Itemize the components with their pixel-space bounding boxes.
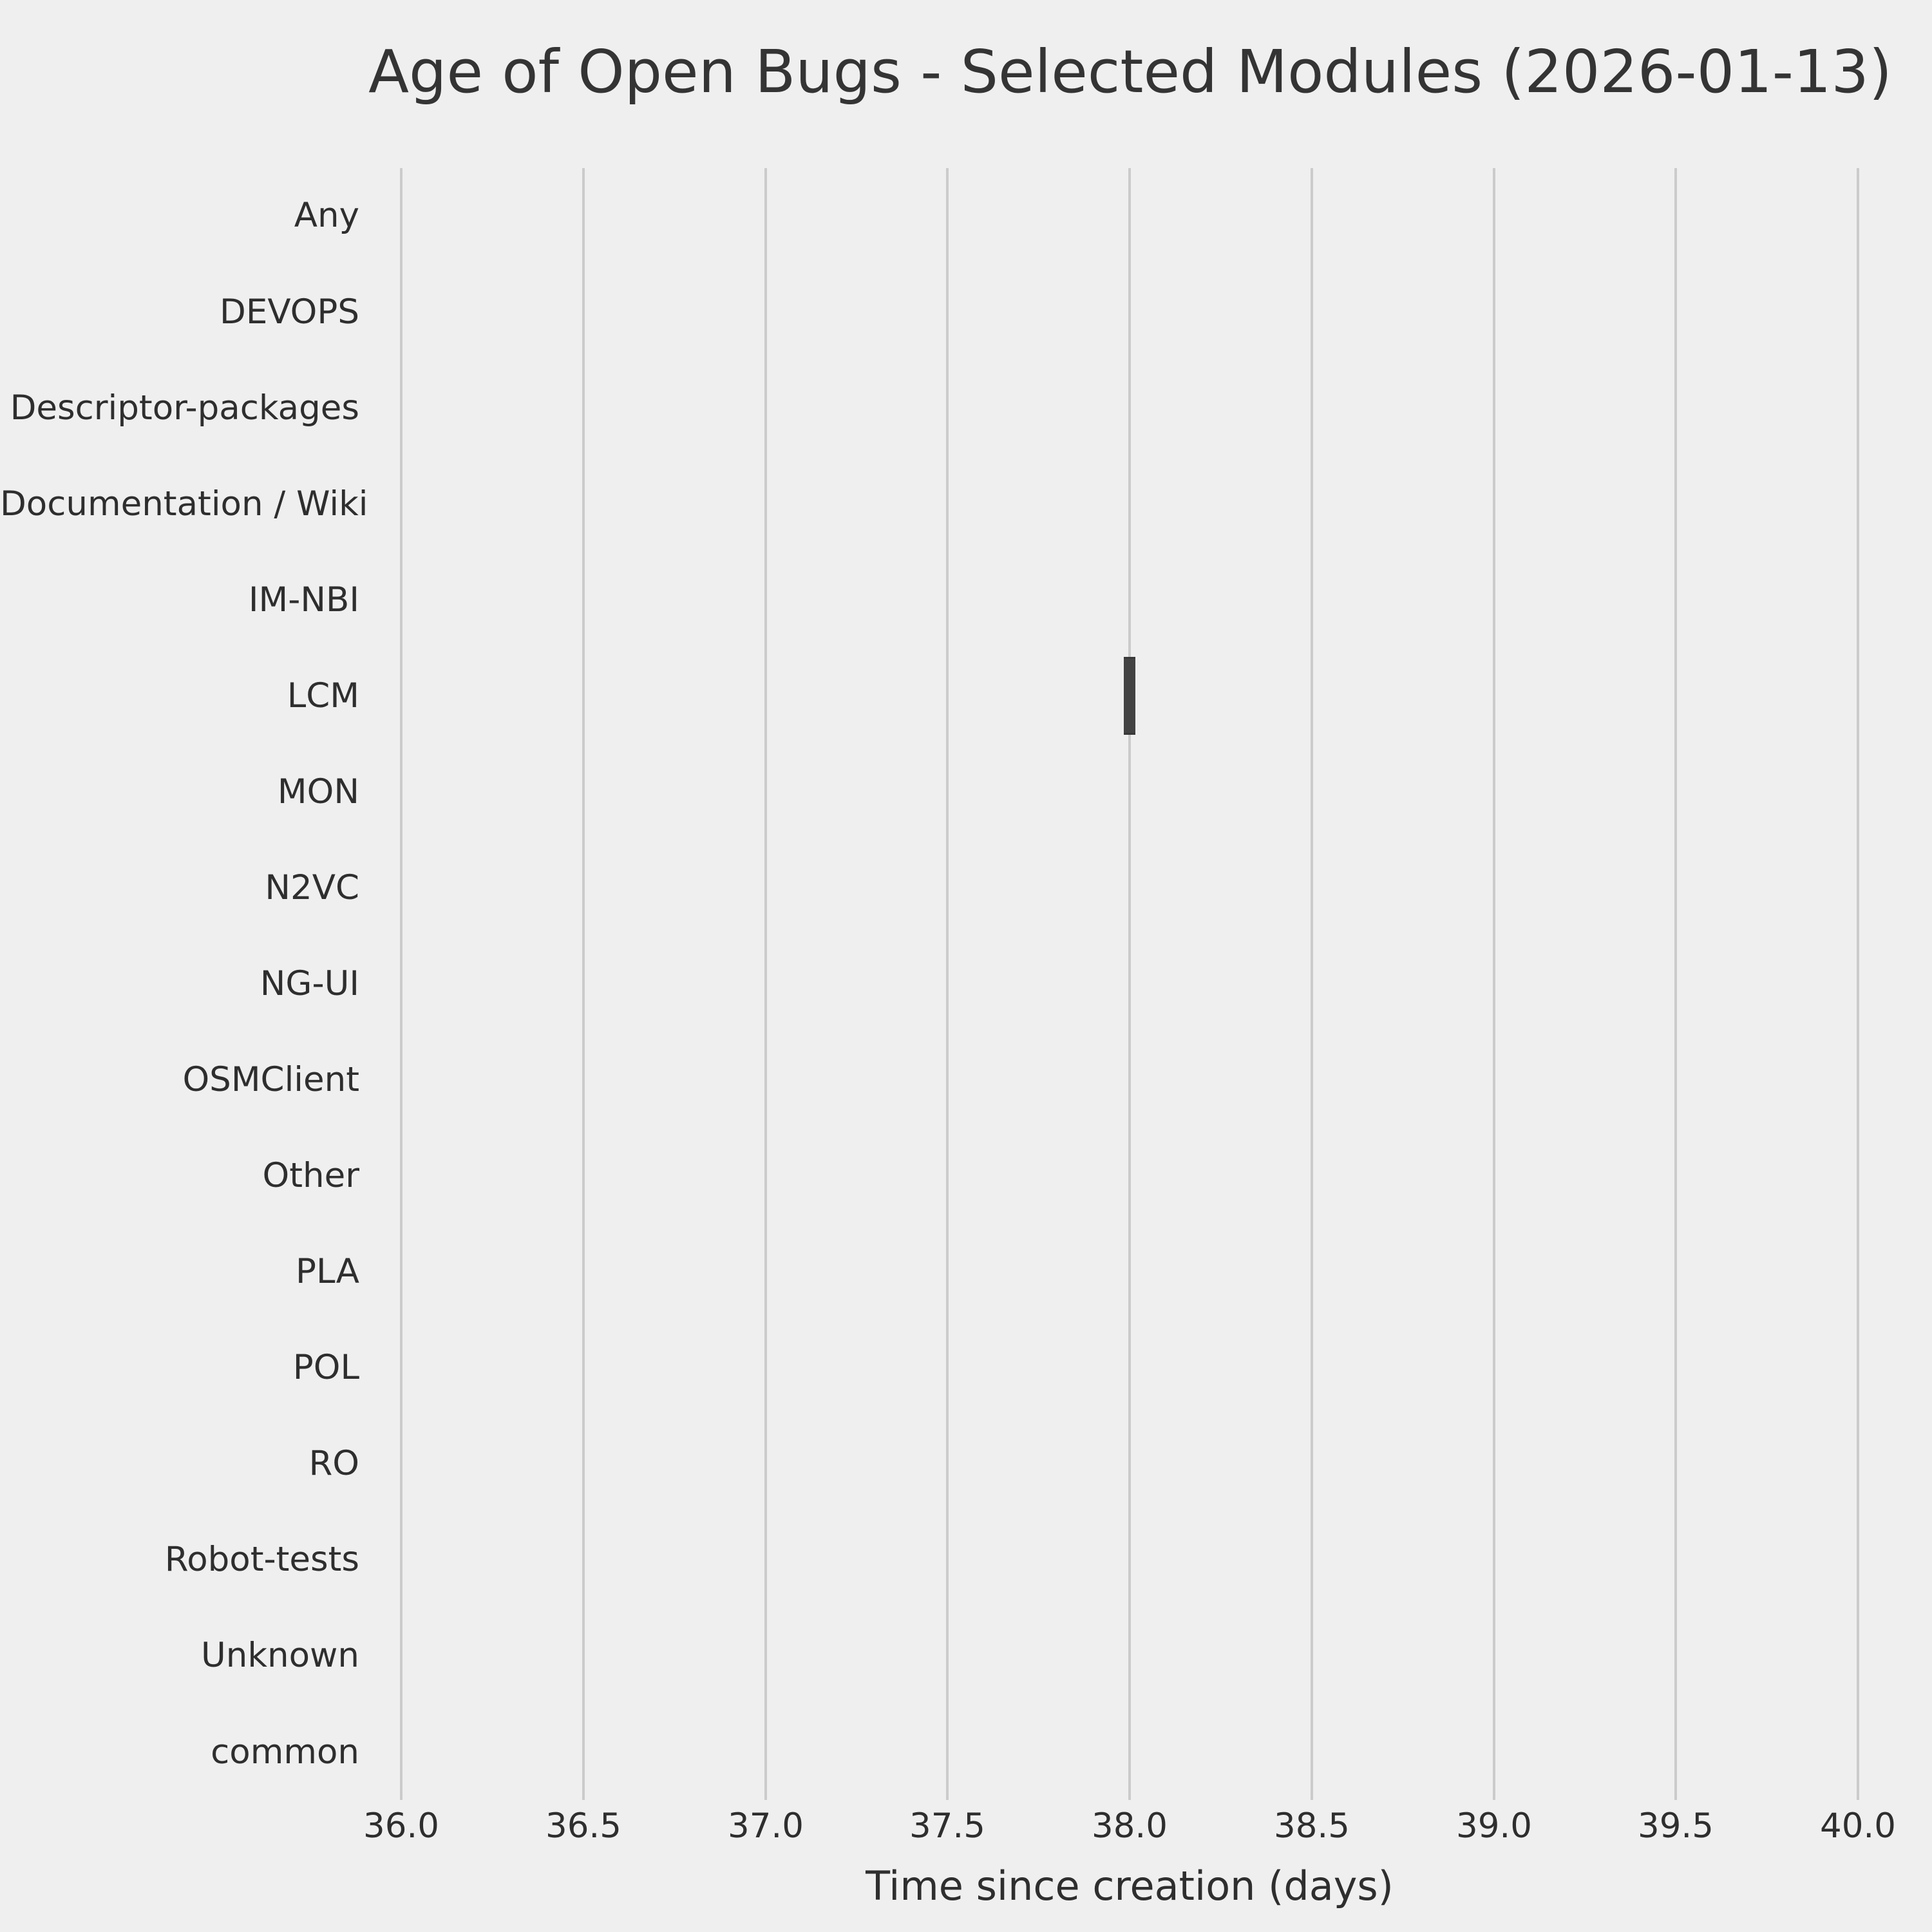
y-tick-label: LCM xyxy=(287,676,359,715)
gridline-39.5 xyxy=(1674,168,1678,1800)
x-tick-label: 38.0 xyxy=(1091,1806,1168,1846)
y-tick-label: IM-NBI xyxy=(248,580,359,620)
gridline-37.5 xyxy=(946,168,949,1800)
boxplot-box-lcm xyxy=(1124,657,1135,735)
y-tick-label: POL xyxy=(292,1348,359,1387)
gridline-36.0 xyxy=(400,168,402,1800)
y-tick-label: RO xyxy=(308,1444,359,1483)
plot-area xyxy=(400,168,1859,1800)
gridline-40.0 xyxy=(1857,168,1859,1800)
x-axis-title: Time since creation (days) xyxy=(866,1862,1394,1909)
gridline-39.0 xyxy=(1492,168,1495,1800)
y-tick-label: NG-UI xyxy=(260,964,359,1003)
x-tick-label: 40.0 xyxy=(1819,1806,1896,1846)
x-tick-label: 36.0 xyxy=(363,1806,439,1846)
x-tick-label: 39.5 xyxy=(1637,1806,1714,1846)
y-tick-label: DEVOPS xyxy=(220,292,359,332)
x-tick-label: 37.5 xyxy=(909,1806,985,1846)
gridline-37.0 xyxy=(764,168,767,1800)
y-tick-label: Documentation / Wiki xyxy=(0,484,368,524)
y-tick-label: Other xyxy=(262,1156,360,1195)
y-tick-label: OSMClient xyxy=(182,1060,359,1099)
gridline-38.5 xyxy=(1310,168,1313,1800)
x-tick-label: 37.0 xyxy=(727,1806,804,1846)
y-tick-label: Any xyxy=(294,196,359,235)
y-tick-label: common xyxy=(211,1732,359,1772)
y-tick-label: N2VC xyxy=(265,868,359,907)
y-tick-label: PLA xyxy=(296,1252,359,1291)
y-tick-label: Robot-tests xyxy=(164,1540,359,1579)
y-tick-label: Descriptor-packages xyxy=(10,388,359,428)
x-tick-label: 38.5 xyxy=(1273,1806,1350,1846)
x-tick-label: 39.0 xyxy=(1455,1806,1532,1846)
y-tick-label: MON xyxy=(277,772,359,811)
x-tick-label: 36.5 xyxy=(545,1806,621,1846)
chart-title: Age of Open Bugs - Selected Modules (202… xyxy=(368,37,1892,106)
gridline-38.0 xyxy=(1128,168,1131,1800)
y-tick-label: Unknown xyxy=(200,1636,359,1675)
gridline-36.5 xyxy=(582,168,585,1800)
